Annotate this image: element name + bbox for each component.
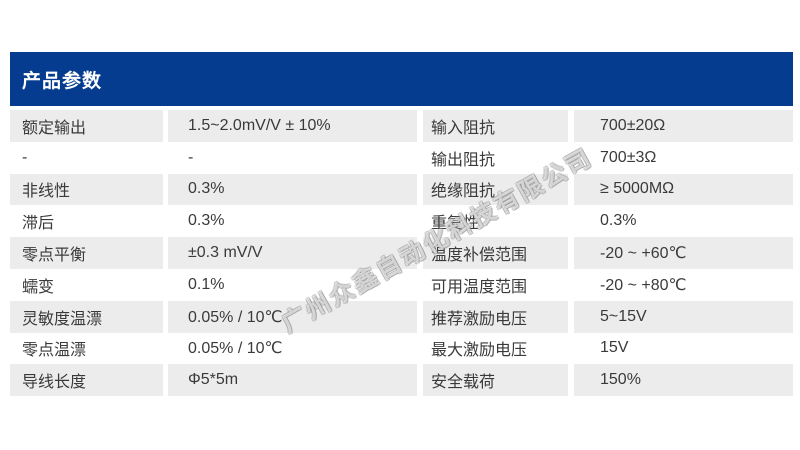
param-value: -20 ~ +60℃ [574, 237, 793, 269]
param-value: 0.3% [168, 173, 417, 206]
param-value: ≥ 5000MΩ [574, 173, 793, 206]
param-label: 绝缘阻抗 [423, 173, 568, 206]
param-value: 0.05% / 10℃ [188, 340, 283, 358]
param-value: 700±3Ω [600, 148, 657, 166]
table-row: 导线长度 Φ5*5m 安全载荷 150% [10, 364, 793, 397]
section-header-bar: 产品参数 [10, 52, 793, 106]
param-label: 重复性 [431, 215, 480, 233]
table-row: 非线性 0.3% 绝缘阻抗 ≥ 5000MΩ [10, 173, 793, 206]
param-label: 非线性 [10, 173, 163, 206]
param-label: 导线长度 [10, 364, 163, 397]
table-row: 蠕变 0.1% 可用温度范围 -20 ~ +80℃ [10, 268, 793, 301]
param-value: ±0.3 mV/V [168, 237, 417, 269]
param-label: 输入阻抗 [423, 110, 568, 142]
param-value: 0.05% / 10℃ [168, 300, 417, 333]
table-row: 灵敏度温漂 0.05% / 10℃ 推荐激励电压 5~15V [10, 300, 793, 333]
table-row: - - 输出阻抗 700±3Ω [10, 141, 793, 174]
param-label: 温度补偿范围 [423, 237, 568, 269]
param-label: 最大激励电压 [431, 342, 528, 360]
param-label: 安全载荷 [423, 364, 568, 397]
param-value: - [188, 148, 194, 166]
table-row: 滞后 0.3% 重复性 0.3% [10, 205, 793, 238]
param-value: 0.1% [188, 275, 225, 293]
param-value: -20 ~ +80℃ [600, 276, 687, 294]
param-value: 150% [574, 364, 793, 397]
param-label: 零点平衡 [10, 237, 163, 269]
table-row: 零点平衡 ±0.3 mV/V 温度补偿范围 -20 ~ +60℃ [10, 237, 793, 269]
param-label: - [22, 148, 28, 166]
table-row: 额定输出 1.5~2.0mV/V ± 10% 输入阻抗 700±20Ω [10, 110, 793, 142]
param-value: Φ5*5m [168, 364, 417, 397]
param-value: 700±20Ω [574, 110, 793, 142]
param-label: 滞后 [22, 215, 55, 233]
param-label: 可用温度范围 [431, 278, 528, 296]
param-value: 15V [600, 339, 629, 357]
param-label: 灵敏度温漂 [10, 300, 163, 333]
param-label: 零点温漂 [22, 342, 87, 360]
param-value: 0.3% [188, 212, 225, 230]
section-title: 产品参数 [22, 70, 103, 92]
param-value: 0.3% [600, 212, 637, 230]
param-label: 输出阻抗 [431, 151, 496, 169]
param-label: 蠕变 [22, 278, 55, 296]
param-value: 1.5~2.0mV/V ± 10% [168, 110, 417, 142]
param-label: 额定输出 [10, 110, 163, 142]
table-row: 零点温漂 0.05% / 10℃ 最大激励电压 15V [10, 332, 793, 365]
parameters-table: 额定输出 1.5~2.0mV/V ± 10% 输入阻抗 700±20Ω - - 输出阻抗 70… [10, 110, 793, 397]
param-value: 5~15V [574, 300, 793, 333]
param-label: 推荐激励电压 [423, 300, 568, 333]
